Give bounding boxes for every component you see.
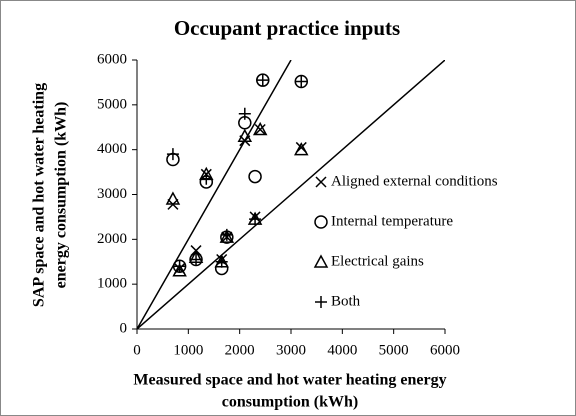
x-tick-label: 0 [133, 342, 141, 358]
x-tick-label: 5000 [379, 342, 409, 358]
y-axis-label: energy consumption (kWh) [53, 102, 70, 289]
marker [173, 260, 186, 273]
y-tick-label: 6000 [97, 51, 127, 67]
reference-line [137, 60, 445, 329]
legend-label: Both [331, 293, 361, 309]
legend-label: Aligned external conditions [331, 173, 498, 189]
legend-marker [314, 215, 328, 229]
marker [237, 128, 253, 142]
y-tick-label: 0 [120, 320, 128, 336]
legend-marker [315, 176, 327, 188]
marker [165, 191, 181, 205]
legend-marker [315, 296, 327, 308]
chart-title: Occupant practice inputs [174, 16, 400, 40]
marker [219, 229, 235, 243]
x-tick-label: 4000 [327, 342, 357, 358]
marker [200, 172, 213, 185]
marker [220, 228, 233, 241]
legend-label: Internal temperature [331, 213, 453, 229]
x-tick-label: 2000 [225, 342, 255, 358]
marker [249, 213, 262, 226]
marker [256, 74, 269, 87]
marker [190, 253, 203, 266]
marker [248, 169, 262, 184]
marker [166, 148, 179, 161]
y-tick-label: 2000 [97, 231, 127, 247]
x-axis-label: consumption (kWh) [222, 394, 358, 411]
marker [215, 255, 228, 268]
y-tick-label: 3000 [97, 186, 127, 202]
y-tick-label: 4000 [97, 141, 127, 157]
x-tick-label: 6000 [430, 342, 460, 358]
x-tick-label: 3000 [276, 342, 306, 358]
y-tick-label: 5000 [97, 96, 127, 112]
marker [254, 123, 266, 136]
reference-line [137, 60, 292, 329]
x-tick-label: 1000 [173, 342, 203, 358]
marker [252, 121, 268, 136]
legend-label: Electrical gains [331, 253, 424, 269]
y-axis-label: SAP space and hot water heating [31, 83, 48, 307]
legend-marker [313, 254, 329, 268]
marker [238, 107, 251, 120]
marker [172, 263, 187, 277]
x-axis-label: Measured space and hot water heating ene… [133, 372, 446, 389]
marker [295, 75, 308, 88]
marker [294, 142, 309, 156]
y-tick-label: 1000 [97, 276, 127, 292]
